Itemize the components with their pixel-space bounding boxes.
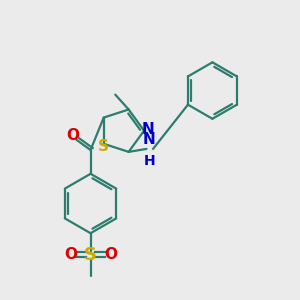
Text: S: S [98,139,109,154]
Text: H: H [144,154,155,168]
Text: N: N [143,132,156,147]
Text: S: S [84,246,97,264]
Text: O: O [66,128,79,142]
Text: O: O [104,247,117,262]
Text: O: O [64,247,77,262]
Text: N: N [141,122,154,137]
